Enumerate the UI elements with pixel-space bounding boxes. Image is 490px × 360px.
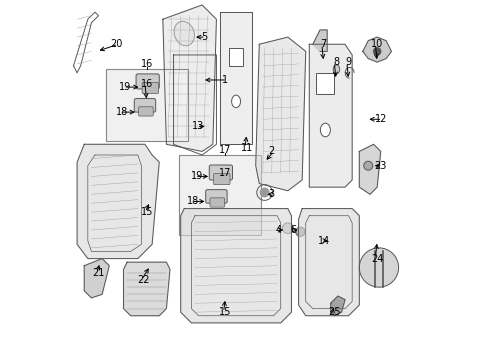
Text: 15: 15 bbox=[219, 307, 232, 317]
Text: 14: 14 bbox=[318, 236, 330, 246]
Text: 3: 3 bbox=[269, 189, 275, 199]
Text: 7: 7 bbox=[320, 39, 327, 49]
Bar bbox=[106, 69, 188, 141]
Circle shape bbox=[260, 188, 269, 197]
Text: 9: 9 bbox=[345, 57, 352, 67]
Text: 1: 1 bbox=[222, 75, 228, 85]
Polygon shape bbox=[298, 208, 359, 316]
Polygon shape bbox=[313, 30, 327, 51]
FancyBboxPatch shape bbox=[206, 190, 227, 203]
Text: 17: 17 bbox=[219, 145, 232, 155]
Circle shape bbox=[359, 248, 398, 287]
FancyBboxPatch shape bbox=[142, 82, 159, 94]
Text: 6: 6 bbox=[290, 225, 296, 235]
Ellipse shape bbox=[174, 21, 195, 46]
Circle shape bbox=[373, 48, 381, 55]
Text: 12: 12 bbox=[374, 114, 387, 124]
Text: 5: 5 bbox=[201, 32, 207, 42]
Polygon shape bbox=[309, 44, 352, 187]
Text: 24: 24 bbox=[371, 253, 383, 264]
Polygon shape bbox=[77, 144, 159, 258]
FancyBboxPatch shape bbox=[209, 165, 232, 180]
Polygon shape bbox=[84, 258, 109, 298]
FancyBboxPatch shape bbox=[134, 99, 156, 112]
FancyBboxPatch shape bbox=[139, 107, 153, 116]
FancyBboxPatch shape bbox=[210, 198, 224, 207]
Polygon shape bbox=[123, 262, 170, 316]
Text: 19: 19 bbox=[119, 82, 131, 92]
Polygon shape bbox=[163, 5, 217, 152]
Ellipse shape bbox=[320, 123, 330, 137]
Circle shape bbox=[283, 223, 293, 234]
Ellipse shape bbox=[364, 161, 373, 170]
Circle shape bbox=[296, 227, 305, 237]
Ellipse shape bbox=[232, 95, 241, 108]
Text: 20: 20 bbox=[110, 39, 122, 49]
Polygon shape bbox=[256, 37, 306, 191]
FancyBboxPatch shape bbox=[136, 74, 159, 89]
Text: 18: 18 bbox=[187, 197, 199, 206]
Text: 10: 10 bbox=[371, 39, 383, 49]
Text: 11: 11 bbox=[241, 143, 253, 153]
Text: 13: 13 bbox=[193, 121, 205, 131]
Bar bbox=[317, 73, 334, 94]
Text: 25: 25 bbox=[328, 307, 341, 317]
Ellipse shape bbox=[333, 65, 340, 74]
Text: 2: 2 bbox=[269, 147, 275, 157]
Text: 16: 16 bbox=[141, 78, 153, 89]
Text: 23: 23 bbox=[374, 161, 387, 171]
Text: 8: 8 bbox=[333, 57, 339, 67]
Polygon shape bbox=[331, 296, 345, 316]
Polygon shape bbox=[181, 208, 292, 323]
Text: 17: 17 bbox=[219, 168, 232, 178]
Text: 19: 19 bbox=[191, 171, 203, 181]
Bar bbox=[229, 48, 243, 66]
Text: 4: 4 bbox=[276, 225, 282, 235]
Bar bbox=[179, 155, 261, 235]
Text: 15: 15 bbox=[141, 207, 153, 217]
Polygon shape bbox=[363, 37, 392, 62]
Text: 22: 22 bbox=[137, 275, 149, 285]
Text: 21: 21 bbox=[92, 268, 105, 278]
FancyBboxPatch shape bbox=[214, 174, 230, 185]
Text: 18: 18 bbox=[116, 107, 128, 117]
Polygon shape bbox=[220, 12, 252, 144]
Text: 16: 16 bbox=[141, 59, 153, 69]
Polygon shape bbox=[359, 144, 381, 194]
